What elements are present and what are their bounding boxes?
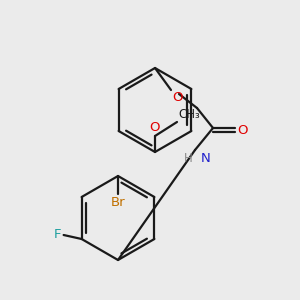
Text: Br: Br: [111, 196, 125, 209]
Text: O: O: [150, 121, 160, 134]
Text: O: O: [237, 124, 247, 136]
Text: H: H: [184, 152, 193, 165]
Text: F: F: [54, 229, 62, 242]
Text: CH₃: CH₃: [178, 108, 200, 121]
Text: N: N: [201, 152, 211, 165]
Text: O: O: [172, 91, 182, 104]
